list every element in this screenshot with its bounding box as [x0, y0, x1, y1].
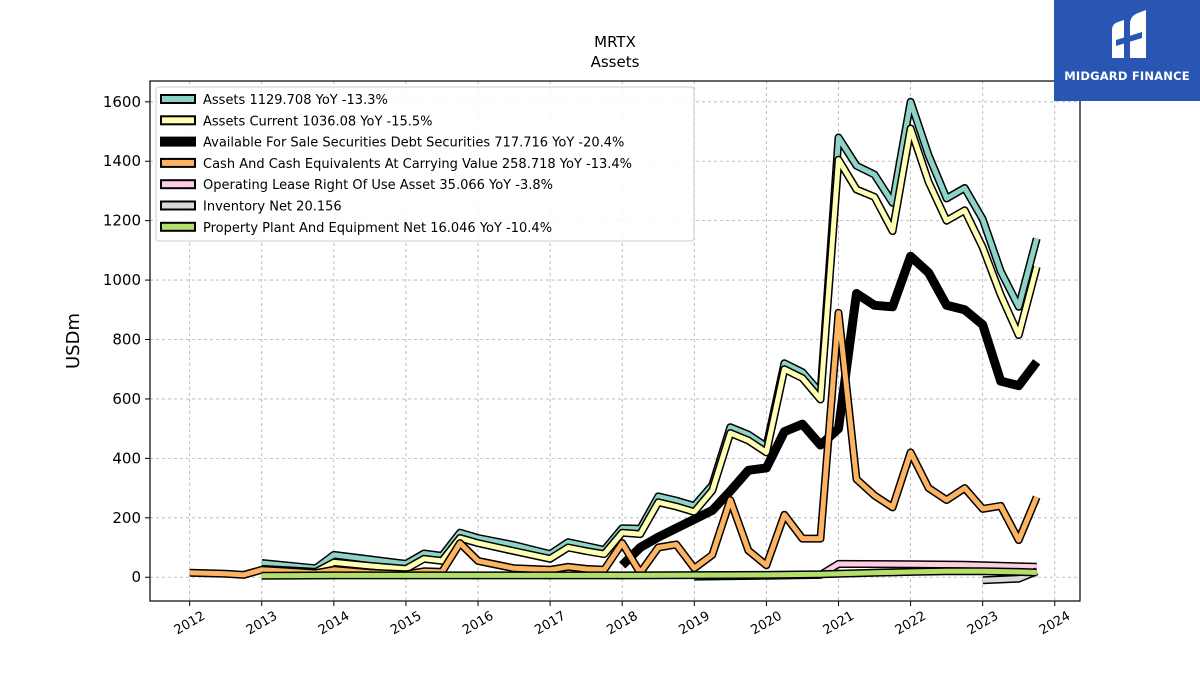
y-tick-label: 0: [131, 568, 141, 586]
legend: Assets 1129.708 YoY -13.3% Assets Current…: [155, 86, 695, 242]
midgard-finance-logo: MIDGARD FINANCE: [1054, 0, 1200, 101]
logo-text: MIDGARD FINANCE: [1064, 69, 1190, 83]
series-layer: [189, 97, 1041, 585]
x-axis: 2012 2013 2014 2015 2016 2017 2018 2019 2020 2021…: [172, 601, 1073, 638]
legend-swatch: [160, 179, 196, 190]
x-tick-label: 2020: [749, 609, 785, 639]
x-tick-label: 2021: [821, 609, 857, 639]
legend-swatch: [160, 221, 196, 232]
y-tick-label: 1600: [103, 93, 141, 111]
y-tick-label: 600: [112, 390, 141, 408]
legend-label: Property Plant And Equipment Net 16.046 …: [203, 221, 552, 236]
legend-label: Assets 1129.708 YoY -13.3%: [203, 93, 388, 108]
series-line-6: [261, 568, 1037, 579]
chart-title: MRTX: [594, 33, 636, 51]
legend-label: Available For Sale Securities Debt Secur…: [203, 136, 624, 151]
legend-label: Assets Current 1036.08 YoY -15.5%: [203, 114, 433, 129]
legend-swatch: [160, 115, 196, 126]
x-tick-label: 2016: [460, 609, 496, 639]
legend-swatch: [160, 94, 196, 104]
y-tick-label: 400: [112, 449, 141, 467]
y-tick-label: 1200: [103, 212, 141, 230]
y-axis: 0 200 400 600 800 1000 1200 1400 1600: [103, 93, 150, 586]
x-tick-label: 2023: [965, 609, 1001, 639]
logo-mark-icon: [1112, 10, 1146, 58]
legend-label: Cash And Cash Equivalents At Carrying Va…: [203, 157, 632, 172]
y-tick-label: 1000: [103, 271, 141, 289]
legend-label: Operating Lease Right Of Use Asset 35.06…: [203, 178, 553, 193]
x-tick-label: 2015: [388, 609, 424, 639]
x-tick-label: 2012: [172, 609, 208, 639]
legend-swatch: [160, 200, 196, 211]
x-tick-label: 2024: [1037, 609, 1073, 639]
y-axis-label: USDm: [63, 313, 84, 369]
legend-swatch: [160, 157, 196, 168]
chart-subtitle: Assets: [591, 53, 640, 71]
legend-box: [155, 86, 695, 242]
y-tick-label: 800: [112, 331, 141, 349]
x-tick-label: 2013: [244, 609, 280, 639]
x-tick-label: 2017: [532, 609, 568, 639]
x-tick-label: 2022: [893, 609, 929, 639]
legend-label: Inventory Net 20.156: [203, 200, 342, 215]
legend-swatch: [160, 136, 196, 147]
x-tick-label: 2019: [676, 609, 712, 639]
y-tick-label: 200: [112, 509, 141, 527]
y-tick-label: 1400: [103, 152, 141, 170]
x-tick-label: 2018: [604, 609, 640, 639]
series-line-1: [261, 126, 1040, 575]
x-tick-label: 2014: [316, 609, 352, 639]
plot-area: [149, 80, 1081, 602]
